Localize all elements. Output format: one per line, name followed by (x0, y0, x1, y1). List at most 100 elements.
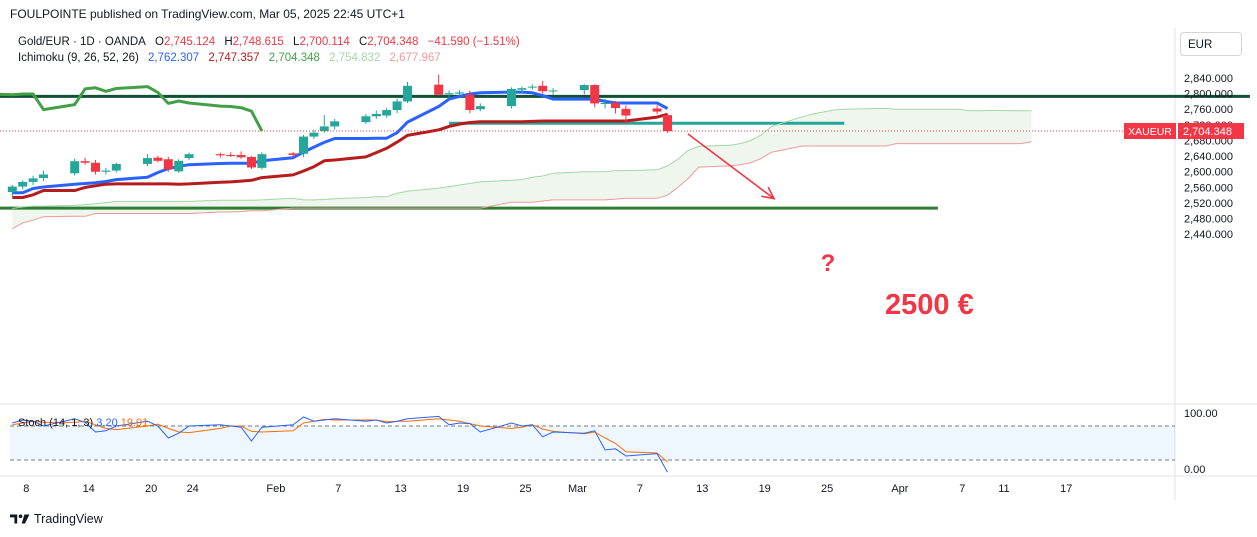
candle (319, 115, 329, 133)
cloud-fill (12, 108, 1032, 229)
price-tick-label: 2,800.000 (1184, 89, 1233, 101)
ichimoku-line (12, 141, 1032, 230)
time-tick-label: Apr (891, 483, 908, 495)
candle (600, 98, 610, 109)
candle (143, 154, 152, 167)
candle-body (465, 94, 475, 111)
candle (507, 87, 516, 109)
stoch-k-line (12, 415, 668, 473)
candle-body (611, 102, 620, 109)
question-mark[interactable]: ? (821, 250, 836, 277)
time-tick-label: 19 (759, 483, 771, 495)
candle-body (215, 154, 225, 156)
brand-label: TradingView (34, 512, 103, 526)
candle (299, 135, 308, 157)
ichimoku-span-a-value: 2,754.832 (329, 52, 381, 64)
high-value: 2,748.615 (232, 36, 284, 48)
candle-body (621, 108, 631, 116)
candle-body (507, 88, 516, 107)
arrow-head (761, 186, 776, 200)
time-tick-label: 7 (335, 483, 341, 495)
arrow-shaft (687, 133, 775, 200)
time-tick-label: 7 (959, 483, 965, 495)
candle-body (91, 162, 100, 172)
candle (226, 152, 236, 157)
candle (361, 113, 371, 125)
time-tick-label: 24 (187, 483, 199, 495)
candle (7, 185, 17, 197)
candle-body (174, 160, 184, 172)
candle-body (247, 156, 256, 168)
candle-body (392, 101, 402, 111)
symbol-tag-label: XAUEUR (1128, 126, 1172, 138)
candle-body (236, 154, 246, 158)
tradingview-brand[interactable]: TradingView (10, 512, 103, 526)
candle (80, 157, 90, 165)
high-label: H (224, 36, 233, 48)
candle-body (153, 157, 163, 161)
price-tick-label: 2,840.000 (1184, 73, 1233, 85)
candle-body (28, 178, 38, 182)
time-tick-label: 13 (395, 483, 407, 495)
change-value: −41.590 (−1.51%) (427, 36, 520, 48)
candle-body (299, 136, 308, 154)
candle-body (382, 110, 392, 116)
candle-body (579, 85, 589, 91)
ichimoku-base-value: 2,747.357 (208, 52, 260, 64)
time-tick-label: 13 (696, 483, 708, 495)
time-tick-label: 17 (1060, 483, 1072, 495)
price-axis[interactable]: 2,840.0002,800.0002,760.0002,720.0002,68… (0, 73, 1244, 241)
ichimoku-span-b-value: 2,677.967 (389, 52, 441, 64)
symbol-title[interactable]: Gold/EUR · 1D · OANDA (18, 36, 146, 48)
publish-header: FOULPOINTE published on TradingView.com,… (10, 7, 405, 21)
candle-body (371, 113, 381, 117)
time-tick-label: Feb (266, 483, 285, 495)
candle (288, 151, 298, 157)
candle-body (403, 85, 412, 102)
stoch-d-value: 19.91 (120, 417, 149, 429)
candle-body (475, 106, 485, 110)
candle (174, 159, 184, 173)
open-label: O (155, 36, 164, 48)
candle (111, 162, 121, 173)
candle-body (111, 163, 121, 171)
candle (579, 84, 589, 95)
candle (247, 156, 256, 170)
candle-body (257, 154, 267, 168)
candle-body (548, 90, 558, 92)
candle-body (18, 181, 28, 187)
projection-arrow[interactable]: ? 2500 € (687, 133, 974, 321)
target-label[interactable]: 2500 € (885, 289, 974, 321)
time-tick-label: 19 (457, 483, 469, 495)
ichimoku-lagging-value: 2,704.348 (268, 52, 320, 64)
time-axis[interactable]: 8 14 20 24 Feb 7 13 19 25 Mar 7 13 19 25 Apr 7 11 17 (23, 483, 1072, 495)
candle-body (517, 88, 527, 90)
ohlc-legend: Gold/EUR · 1D · OANDA O2,745.124 H2,748.… (18, 36, 520, 48)
ichimoku-label[interactable]: Ichimoku (9, 26, 52, 26) (18, 52, 139, 64)
open-value: 2,745.124 (163, 36, 216, 48)
currency-selector[interactable]: EUR (1180, 32, 1242, 56)
candle-body (361, 116, 371, 123)
candle-body (455, 92, 464, 94)
candle-body (80, 161, 90, 163)
price-tick-label: 2,600.000 (1184, 167, 1233, 179)
time-tick-label: 8 (23, 483, 29, 495)
price-tag[interactable] (1178, 122, 1244, 139)
candle (652, 105, 662, 114)
candle-body (39, 174, 48, 178)
candle (70, 158, 80, 176)
stoch-legend: Stoch (14, 1, 3) 3.20 19.91 (18, 417, 148, 429)
candle-body (70, 161, 80, 174)
candle-body (7, 186, 17, 193)
candle (28, 175, 38, 186)
price-tick-label: 2,560.000 (1184, 182, 1233, 194)
stoch-label[interactable]: Stoch (14, 1, 3) (18, 417, 94, 429)
candle-body (288, 153, 298, 155)
price-tick-label: 2,440.000 (1184, 229, 1233, 241)
price-tick-label: 2,520.000 (1184, 198, 1233, 210)
candle (236, 151, 246, 159)
candle (590, 84, 600, 108)
candle (475, 103, 485, 112)
candle (517, 86, 527, 94)
